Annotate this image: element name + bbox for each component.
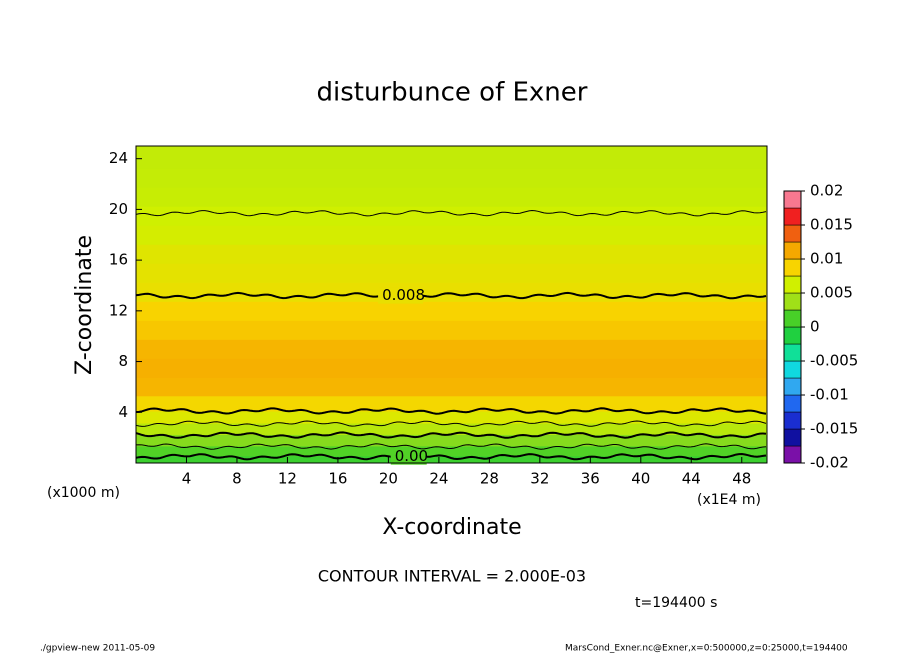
colorbar-tick-label: -0.005 — [810, 352, 858, 370]
contour-line — [135, 431, 767, 439]
colorbar-tick-label: -0.015 — [810, 420, 858, 438]
contour-line — [135, 452, 767, 461]
x-unit-right: (x1E4 m) — [697, 492, 761, 508]
colorbar-swatch — [783, 190, 802, 209]
x-axis-label: X-coordinate — [382, 515, 521, 540]
x-tick-label: 36 — [581, 470, 600, 488]
field-band — [136, 411, 767, 424]
field-band — [136, 146, 767, 169]
y-tick-label: 24 — [109, 149, 128, 167]
y-tick-label: 8 — [118, 352, 128, 370]
field-band — [136, 301, 767, 321]
contour-line — [135, 407, 767, 415]
field-band — [136, 320, 767, 340]
colorbar-tick-label: 0.015 — [810, 216, 853, 234]
colorbar-tick-label: -0.01 — [810, 386, 849, 404]
field-band — [136, 206, 767, 226]
field-band — [136, 168, 767, 188]
x-tick-label: 32 — [530, 470, 549, 488]
contour-label: 0.008 — [382, 286, 425, 304]
y-tick-label: 16 — [109, 251, 128, 269]
field-band — [136, 244, 767, 264]
colorbar-tick-label: 0.02 — [810, 182, 843, 200]
x-tick-label: 8 — [232, 470, 242, 488]
x-tick-label: 44 — [682, 470, 701, 488]
field-band — [136, 339, 767, 359]
field-band — [136, 263, 767, 283]
contour-label: 0.00 — [395, 447, 428, 465]
y-axis-label: Z-coordinate — [72, 235, 97, 375]
contour-line — [135, 420, 767, 427]
colorbar-swatch — [783, 411, 802, 430]
x-tick-label: 20 — [379, 470, 398, 488]
colorbar-swatch — [783, 224, 802, 243]
x-tick-label: 4 — [182, 470, 192, 488]
contour-line — [135, 291, 767, 300]
field-band — [136, 187, 767, 207]
contour-label-bg — [390, 448, 427, 465]
colorbar-swatch — [783, 428, 802, 447]
time-label: t=194400 s — [635, 595, 717, 611]
contour-interval: CONTOUR INTERVAL = 2.000E-03 — [318, 567, 586, 586]
footer-right: MarsCond_Exner.nc@Exner,x=0:500000,z=0:2… — [565, 644, 848, 654]
field-band — [136, 225, 767, 245]
y-tick-label: 12 — [109, 301, 128, 319]
colorbar-tick-label: 0 — [810, 318, 820, 336]
colorbar-tick-label: 0.01 — [810, 250, 843, 268]
colorbar-swatch — [783, 241, 802, 260]
colorbar-tick-label: -0.02 — [810, 454, 849, 472]
plot-frame — [135, 145, 768, 464]
colorbar-swatch — [783, 292, 802, 311]
chart-title: disturbunce of Exner — [317, 78, 588, 108]
x-tick-label: 28 — [480, 470, 499, 488]
field-band — [136, 423, 767, 435]
contour-label-bg — [378, 287, 424, 304]
field-band — [136, 455, 767, 464]
colorbar-tick-label: 0.005 — [810, 284, 853, 302]
contour-line — [135, 443, 767, 450]
colorbar-swatch — [783, 445, 802, 464]
field-band — [136, 434, 767, 447]
y-tick-label: 20 — [109, 200, 128, 218]
field-band — [136, 377, 767, 397]
colorbar-swatch — [783, 394, 802, 413]
colorbar-swatch — [783, 275, 802, 294]
contour-line — [135, 209, 767, 217]
x-unit-left: (x1000 m) — [47, 485, 120, 501]
colorbar-swatch — [783, 309, 802, 328]
colorbar-swatch — [783, 377, 802, 396]
x-tick-label: 16 — [328, 470, 347, 488]
x-tick-label: 48 — [732, 470, 751, 488]
field-band — [136, 358, 767, 378]
field-band — [136, 395, 767, 412]
footer-left: ./gpview-new 2011-05-09 — [40, 644, 155, 654]
colorbar-swatch — [783, 343, 802, 362]
x-tick-label: 24 — [429, 470, 448, 488]
colorbar-swatch — [783, 326, 802, 345]
x-tick-label: 12 — [278, 470, 297, 488]
colorbar-swatch — [783, 258, 802, 277]
y-tick-label: 4 — [118, 403, 128, 421]
x-tick-label: 40 — [631, 470, 650, 488]
colorbar-swatch — [783, 360, 802, 379]
colorbar-swatch — [783, 207, 802, 226]
field-band — [136, 282, 767, 302]
field-band — [136, 445, 767, 457]
